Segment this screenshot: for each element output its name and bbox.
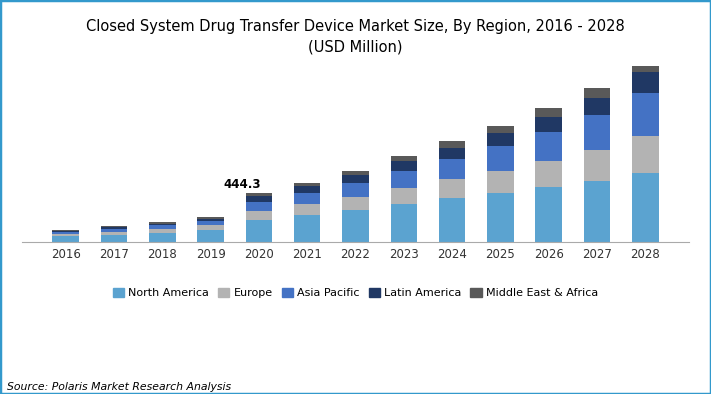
Legend: North America, Europe, Asia Pacific, Latin America, Middle East & Africa: North America, Europe, Asia Pacific, Lat… xyxy=(108,283,603,303)
Bar xyxy=(101,232,127,235)
Bar xyxy=(101,235,127,242)
Bar xyxy=(632,93,658,136)
Bar xyxy=(390,188,417,204)
Bar xyxy=(294,183,321,186)
Bar xyxy=(487,133,513,146)
Bar xyxy=(245,211,272,220)
Bar xyxy=(245,196,272,202)
Bar xyxy=(487,193,513,242)
Bar xyxy=(390,162,417,171)
Text: Source: Polaris Market Research Analysis: Source: Polaris Market Research Analysis xyxy=(7,382,231,392)
Bar xyxy=(198,221,224,225)
Bar xyxy=(198,225,224,230)
Bar xyxy=(294,186,321,193)
Bar xyxy=(294,216,321,242)
Bar xyxy=(632,173,658,242)
Bar xyxy=(390,156,417,162)
Bar xyxy=(390,171,417,188)
Bar xyxy=(584,150,610,180)
Bar xyxy=(342,171,369,175)
Bar xyxy=(149,223,176,225)
Bar xyxy=(584,88,610,98)
Bar xyxy=(439,198,466,242)
Bar xyxy=(101,227,127,229)
Bar xyxy=(390,204,417,242)
Bar xyxy=(53,232,79,234)
Bar xyxy=(245,193,272,196)
Bar xyxy=(487,146,513,171)
Bar xyxy=(53,230,79,232)
Bar xyxy=(535,161,562,187)
Text: 444.3: 444.3 xyxy=(223,178,261,191)
Bar xyxy=(101,229,127,232)
Bar xyxy=(53,234,79,236)
Bar xyxy=(632,136,658,173)
Title: Closed System Drug Transfer Device Market Size, By Region, 2016 - 2028
(USD Mill: Closed System Drug Transfer Device Marke… xyxy=(86,19,625,55)
Bar xyxy=(632,60,658,72)
Bar xyxy=(149,225,176,229)
Bar xyxy=(294,204,321,216)
Bar xyxy=(198,217,224,219)
Bar xyxy=(149,222,176,223)
Bar xyxy=(149,233,176,242)
Bar xyxy=(584,180,610,242)
Bar xyxy=(439,148,466,158)
Bar xyxy=(632,72,658,93)
Bar xyxy=(439,141,466,148)
Bar xyxy=(535,132,562,161)
Bar xyxy=(342,175,369,183)
Bar xyxy=(487,171,513,193)
Bar xyxy=(294,193,321,204)
Bar xyxy=(245,202,272,211)
Bar xyxy=(198,219,224,221)
Bar xyxy=(439,180,466,198)
Bar xyxy=(535,187,562,242)
Bar xyxy=(584,98,610,115)
Bar xyxy=(487,126,513,133)
Bar xyxy=(245,220,272,242)
Bar xyxy=(101,226,127,227)
Bar xyxy=(439,158,466,180)
Bar xyxy=(342,183,369,197)
Bar xyxy=(342,197,369,210)
Bar xyxy=(342,210,369,242)
Bar xyxy=(584,115,610,150)
Bar xyxy=(535,117,562,132)
Bar xyxy=(149,229,176,233)
Bar xyxy=(198,230,224,242)
Bar xyxy=(535,108,562,117)
Bar xyxy=(53,236,79,242)
